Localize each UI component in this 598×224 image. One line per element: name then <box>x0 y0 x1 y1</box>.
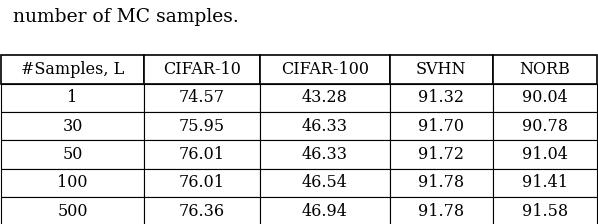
Text: number of MC samples.: number of MC samples. <box>13 8 239 26</box>
